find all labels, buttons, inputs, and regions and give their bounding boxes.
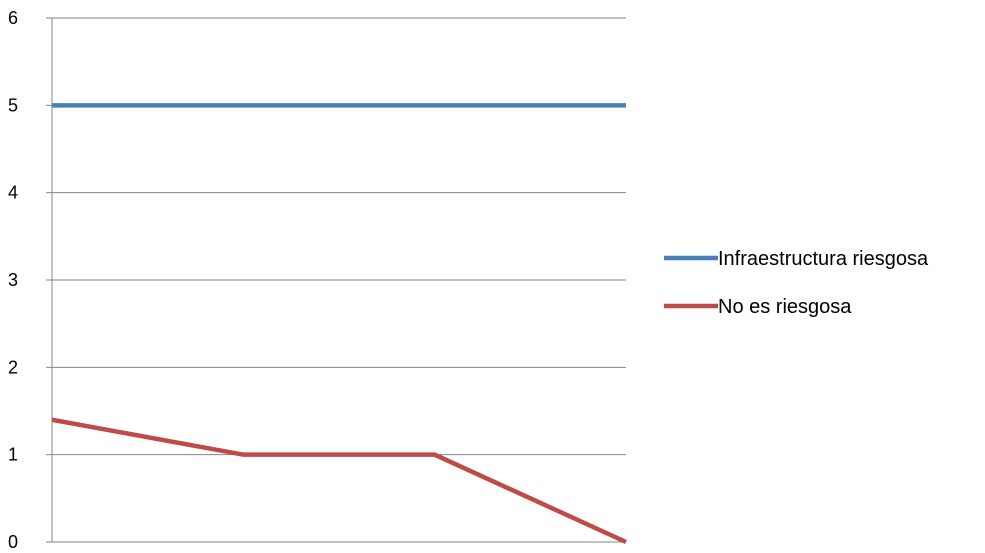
gridlines	[52, 17, 626, 543]
legend-label: No es riesgosa	[718, 296, 852, 318]
y-tick-label: 6	[8, 8, 18, 28]
y-tick-label: 2	[8, 357, 18, 377]
y-tick-label: 1	[8, 445, 18, 465]
series-lines	[51, 103, 627, 545]
y-tick-label: 5	[8, 95, 18, 115]
legend-label: Infraestructura riesgosa	[718, 248, 929, 270]
y-axis-ticks: 0 1 2 3 4 5 6	[8, 8, 52, 552]
series-line-2	[51, 417, 627, 545]
y-tick-label: 4	[8, 183, 18, 203]
y-tick-label: 0	[8, 532, 18, 552]
legend: Infraestructura riesgosa No es riesgosa	[664, 248, 929, 318]
y-tick-label: 3	[8, 270, 18, 290]
